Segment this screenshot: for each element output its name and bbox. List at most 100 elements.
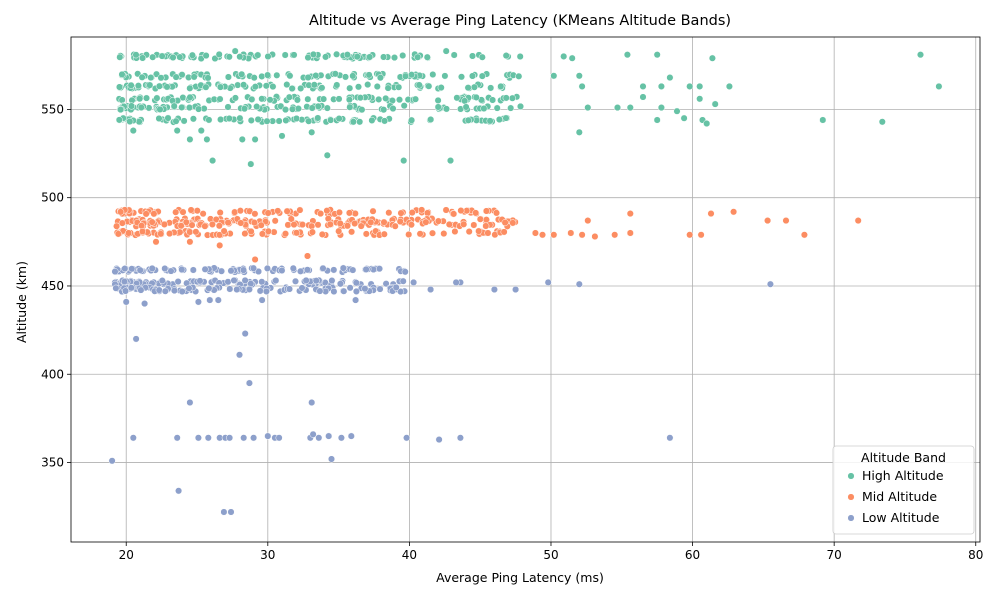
high-altitude-point [238,135,246,143]
high-altitude-point [429,70,437,79]
low-altitude-point [399,277,407,285]
high-altitude-point [493,104,501,112]
high-altitude-point [308,104,316,112]
high-altitude-point [188,51,196,59]
high-altitude-point [314,102,322,110]
mid-altitude-point [258,230,266,238]
low-altitude-point [120,278,129,286]
high-altitude-point [155,114,163,123]
data-points [108,47,943,516]
legend-marker [847,493,855,501]
high-altitude-point [320,95,328,103]
high-altitude-point [139,54,147,62]
mid-altitude-point [407,221,415,229]
high-altitude-point [215,50,223,58]
high-altitude-point [366,53,374,61]
low-altitude-point [205,284,213,292]
mid-altitude-point [216,241,224,249]
mid-altitude-point [367,218,375,226]
low-altitude-point [352,287,360,295]
high-altitude-point [502,52,510,60]
low-altitude-point [127,284,135,292]
high-altitude-point [253,103,261,111]
mid-altitude-point [251,255,259,264]
low-altitude-point [308,398,316,407]
high-altitude-point [288,84,296,93]
high-altitude-point [186,93,194,101]
high-altitude-point [170,102,178,110]
mid-altitude-point [422,218,430,226]
high-altitude-point [450,51,458,59]
mid-altitude-point [138,227,147,236]
mid-altitude-point [237,219,245,227]
low-altitude-point [349,266,357,274]
y-tick-label: 500 [41,191,64,205]
high-altitude-point [346,103,354,111]
high-altitude-point [275,117,283,125]
mid-altitude-point [764,217,772,225]
mid-altitude-point [317,210,325,218]
low-altitude-point [129,434,137,442]
low-altitude-point [170,287,178,295]
mid-altitude-point [257,221,265,229]
low-altitude-point [289,264,297,272]
mid-altitude-point [782,217,790,225]
mid-altitude-point [584,217,592,225]
high-altitude-point [236,53,244,61]
high-altitude-point [202,83,210,91]
mid-altitude-point [251,210,259,218]
mid-altitude-point [148,218,156,226]
high-altitude-point [345,96,353,104]
high-altitude-point [217,115,225,124]
chart-title: Altitude vs Average Ping Latency (KMeans… [309,13,731,29]
low-altitude-point [264,432,272,440]
low-altitude-point [178,287,186,296]
high-altitude-point [575,128,583,136]
low-altitude-point [490,285,498,294]
high-altitude-point [304,95,312,103]
low-altitude-point [250,434,258,442]
high-altitude-point [312,72,320,80]
high-altitude-point [349,72,357,80]
axis-ticks: 20 30 40 50 60 70 80 350 400 450 500 550 [41,102,983,562]
mid-altitude-point [283,207,291,215]
high-altitude-point [468,72,477,80]
low-altitude-point [141,300,149,308]
high-altitude-point [251,135,259,143]
mid-altitude-point [509,219,517,227]
low-altitude-point [175,487,183,495]
high-altitude-point [395,96,404,104]
high-altitude-point [470,83,478,91]
high-altitude-point [247,160,255,168]
high-altitude-point [240,81,248,89]
low-altitude-point [122,298,130,306]
legend-marker [847,472,855,480]
mid-altitude-point [201,222,209,230]
high-altitude-point [190,73,198,81]
high-altitude-point [408,71,416,79]
high-altitude-point [333,81,341,89]
high-altitude-point [224,73,232,81]
high-altitude-point [117,106,125,114]
high-altitude-point [323,151,331,159]
high-altitude-point [364,81,372,89]
mid-altitude-point [391,222,399,230]
high-altitude-point [195,105,203,113]
mid-altitude-point [470,221,478,229]
mid-altitude-point [236,207,244,215]
high-altitude-point [172,73,180,81]
low-altitude-point [766,280,774,288]
high-altitude-point [293,96,301,104]
high-altitude-point [434,103,442,111]
x-axis-label: Average Ping Latency (ms) [436,570,604,585]
mid-altitude-point [192,228,200,236]
low-altitude-point [291,277,300,285]
mid-altitude-point [323,207,331,215]
low-altitude-point [303,266,311,274]
y-axis-label: Altitude (km) [14,261,29,343]
high-altitude-point [322,53,330,61]
high-altitude-point [304,54,312,62]
mid-altitude-point [186,238,194,246]
high-altitude-point [297,84,305,92]
high-altitude-point [399,51,407,60]
